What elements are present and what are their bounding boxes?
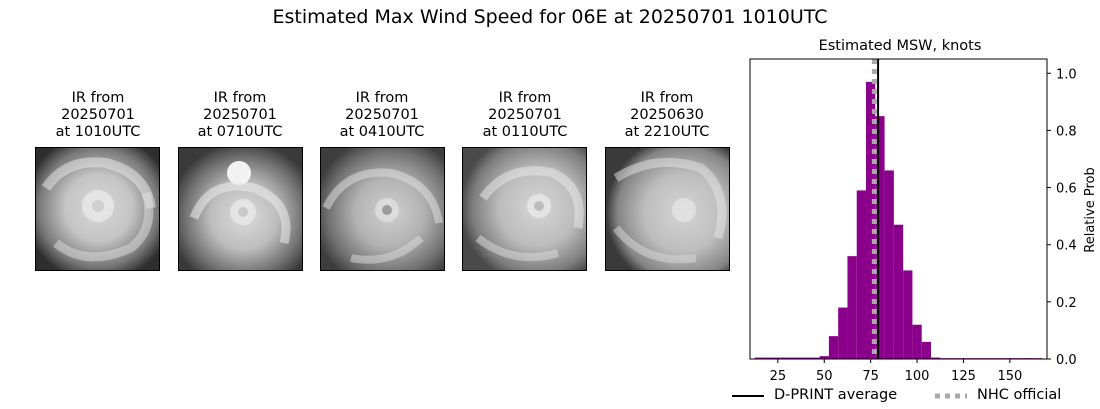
x-tick-label: 50	[816, 369, 833, 384]
y-axis-label: Relative Prob	[1083, 167, 1098, 252]
panel-2-title-line1: IR from	[213, 90, 267, 106]
histogram-bar	[754, 357, 764, 359]
x-tick-label: 25	[770, 369, 787, 384]
y-tick-label: 0.4	[1056, 239, 1077, 254]
panel-1-title: IR from 20250701 at 1010UTC	[28, 90, 168, 141]
histogram-bar	[884, 170, 894, 359]
panel-2-title: IR from 20250701 at 0710UTC	[170, 90, 310, 141]
histogram-bar	[912, 324, 922, 359]
figure-title: Estimated Max Wind Speed for 06E at 2025…	[272, 6, 828, 28]
panel-4-title-line1: IR from	[498, 90, 552, 106]
y-tick-label: 0.0	[1056, 353, 1077, 368]
panel-4-title: IR from 20250701 at 0110UTC	[455, 90, 595, 141]
y-tick-label: 1.0	[1056, 67, 1077, 82]
x-tick-label: 100	[905, 369, 930, 384]
histogram-bar	[847, 256, 857, 359]
x-tick-label: 150	[997, 369, 1022, 384]
histogram-bar	[773, 357, 783, 359]
ir-satellite-image-3	[320, 147, 445, 271]
panel-2-title-line3: at 0710UTC	[197, 124, 283, 140]
panel-5-title-line2: 20250630	[630, 107, 704, 123]
legend-nhc-line-icon	[935, 393, 967, 399]
ir-satellite-image-5	[605, 147, 730, 271]
histogram-bar	[838, 307, 848, 359]
histogram-bar	[791, 357, 802, 359]
histogram-bar	[893, 224, 904, 359]
histogram-bar	[801, 357, 811, 359]
y-tick-label: 0.8	[1056, 124, 1077, 139]
legend-dprint-line-icon	[732, 395, 764, 397]
histogram-bar	[763, 357, 774, 359]
histogram-bar	[810, 357, 820, 359]
panel-5-title-line3: at 2210UTC	[624, 124, 710, 140]
panel-3-title-line1: IR from	[355, 90, 409, 106]
panel-2-title-line2: 20250701	[203, 107, 277, 123]
histogram-bar	[828, 336, 839, 359]
histogram-bar	[875, 116, 885, 360]
plot-frame	[749, 58, 1048, 360]
panel-4-title-line3: at 0110UTC	[482, 124, 568, 140]
y-tick-label: 0.6	[1056, 182, 1077, 197]
histogram-bar	[921, 341, 931, 359]
histogram-bars	[754, 81, 1043, 360]
histogram-bar	[903, 270, 913, 359]
histogram-bar	[866, 81, 876, 359]
panel-1-title-line3: at 1010UTC	[55, 124, 141, 140]
panel-1-title-line1: IR from	[71, 90, 125, 106]
panel-3-title: IR from 20250701 at 0410UTC	[312, 90, 452, 141]
ir-satellite-image-4	[462, 147, 587, 271]
histogram-bar	[930, 357, 941, 359]
x-axis-ticks: 25 50 75 100 125 150	[770, 359, 1022, 384]
legend-dprint-label: D-PRINT average	[774, 387, 898, 403]
ir-satellite-image-2	[178, 147, 303, 271]
histogram-bar	[856, 190, 867, 359]
histogram-bar	[819, 356, 829, 359]
panel-3-title-line3: at 0410UTC	[339, 124, 425, 140]
histogram-bar	[782, 357, 792, 359]
ir-satellite-image-1	[35, 147, 160, 271]
legend-nhc-label: NHC official	[977, 387, 1062, 403]
x-tick-label: 75	[862, 369, 879, 384]
panel-1-title-line2: 20250701	[61, 107, 135, 123]
panel-5-title: IR from 20250630 at 2210UTC	[597, 90, 737, 141]
panel-4-title-line2: 20250701	[488, 107, 562, 123]
x-tick-label: 125	[951, 369, 976, 384]
panel-3-title-line2: 20250701	[345, 107, 419, 123]
y-axis-ticks: 0.0 0.2 0.4 0.6 0.8 1.0	[1047, 67, 1077, 368]
panel-5-title-line1: IR from	[640, 90, 694, 106]
y-tick-label: 0.2	[1056, 296, 1077, 311]
chart-title: Estimated MSW, knots	[819, 38, 982, 54]
